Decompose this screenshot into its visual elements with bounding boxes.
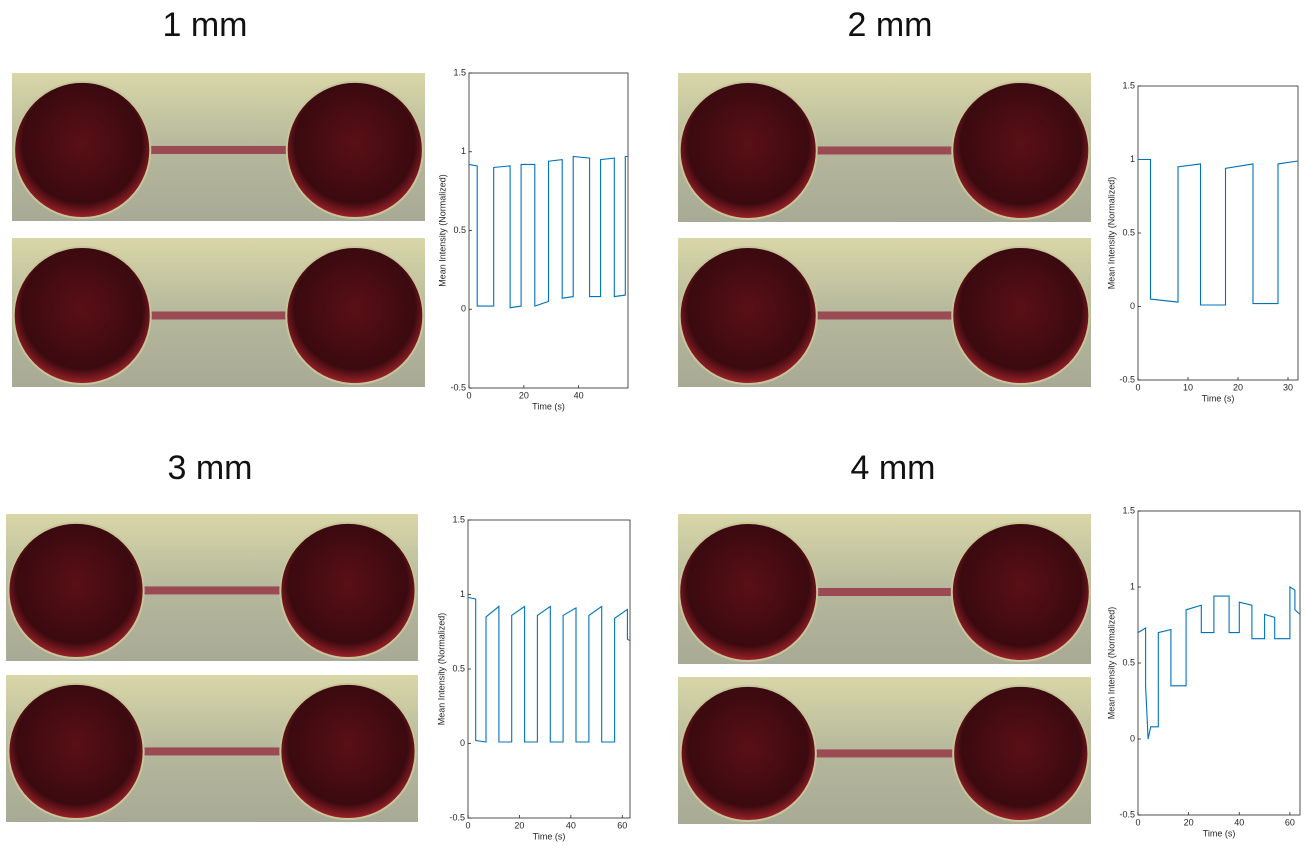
well bbox=[8, 684, 143, 819]
well bbox=[14, 247, 151, 384]
x-tick-label: 20 bbox=[1184, 817, 1194, 827]
channel bbox=[802, 588, 967, 596]
y-tick-label: 0.5 bbox=[453, 225, 466, 235]
x-axis-label: Time (s) bbox=[1202, 393, 1235, 403]
x-tick-label: 0 bbox=[465, 820, 470, 830]
y-tick-label: 0 bbox=[1130, 733, 1135, 743]
y-tick-label: 0 bbox=[461, 304, 466, 314]
y-tick-label: 1 bbox=[1130, 581, 1135, 591]
plot-area bbox=[1138, 511, 1300, 815]
x-tick-label: 10 bbox=[1183, 382, 1193, 392]
y-tick-label: 1.5 bbox=[453, 67, 466, 77]
photo bbox=[678, 238, 1091, 387]
photo bbox=[678, 514, 1091, 664]
well bbox=[952, 523, 1090, 661]
x-tick-label: 20 bbox=[1233, 382, 1243, 392]
photo bbox=[6, 675, 418, 822]
y-tick-label: -0.5 bbox=[1119, 809, 1135, 819]
channel bbox=[136, 311, 301, 319]
y-tick-label: 0.5 bbox=[1122, 227, 1135, 237]
well bbox=[680, 247, 817, 384]
x-tick-label: 0 bbox=[1135, 817, 1140, 827]
well bbox=[287, 82, 423, 218]
y-axis-label: Mean Intensity (Normalized) bbox=[436, 613, 446, 726]
y-tick-label: 1 bbox=[1130, 154, 1135, 164]
panel-title: 4 mm bbox=[851, 449, 936, 487]
photo bbox=[12, 73, 425, 221]
panel-title: 1 mm bbox=[163, 6, 248, 44]
x-tick-label: 20 bbox=[514, 820, 524, 830]
well bbox=[953, 686, 1088, 821]
x-tick-label: 0 bbox=[1135, 382, 1140, 392]
photo bbox=[12, 238, 425, 387]
y-tick-label: 1.5 bbox=[452, 514, 465, 524]
figure: 1 mm-0.500.511.502040Time (s)Mean Intens… bbox=[0, 0, 1306, 848]
y-tick-label: 1 bbox=[461, 146, 466, 156]
y-tick-label: 1 bbox=[460, 589, 465, 599]
panel-title: 2 mm bbox=[848, 6, 933, 44]
y-axis-label: Mean Intensity (Normalized) bbox=[1106, 177, 1116, 290]
x-tick-label: 40 bbox=[1234, 817, 1244, 827]
channel bbox=[802, 311, 967, 319]
channel bbox=[136, 146, 301, 154]
x-tick-label: 60 bbox=[617, 820, 627, 830]
y-tick-label: -0.5 bbox=[1119, 374, 1135, 384]
x-tick-label: 0 bbox=[466, 390, 471, 400]
well bbox=[280, 523, 415, 658]
well bbox=[8, 523, 143, 658]
well bbox=[681, 686, 816, 821]
y-tick-label: 1.5 bbox=[1122, 80, 1135, 90]
channel bbox=[130, 747, 295, 755]
well bbox=[680, 82, 817, 219]
photo bbox=[678, 677, 1091, 824]
plot-area bbox=[1138, 86, 1298, 380]
x-axis-label: Time (s) bbox=[533, 831, 566, 841]
photo bbox=[6, 514, 418, 661]
well bbox=[952, 82, 1089, 219]
x-tick-label: 40 bbox=[574, 390, 584, 400]
y-tick-label: 0.5 bbox=[452, 663, 465, 673]
well bbox=[14, 82, 150, 218]
y-axis-label: Mean Intensity (Normalized) bbox=[437, 174, 447, 287]
plot-area bbox=[468, 520, 630, 818]
x-tick-label: 30 bbox=[1283, 382, 1293, 392]
channel bbox=[130, 586, 295, 594]
well bbox=[286, 247, 423, 384]
y-tick-label: 0 bbox=[1130, 301, 1135, 311]
well bbox=[679, 523, 817, 661]
panel-title: 3 mm bbox=[168, 449, 253, 487]
y-tick-label: 0.5 bbox=[1122, 657, 1135, 667]
x-tick-label: 20 bbox=[519, 390, 529, 400]
well bbox=[280, 684, 415, 819]
x-tick-label: 60 bbox=[1285, 817, 1295, 827]
well bbox=[952, 247, 1089, 384]
y-tick-label: -0.5 bbox=[449, 812, 465, 822]
x-tick-label: 40 bbox=[566, 820, 576, 830]
y-axis-label: Mean Intensity (Normalized) bbox=[1106, 607, 1116, 720]
x-axis-label: Time (s) bbox=[532, 401, 565, 411]
channel bbox=[802, 146, 967, 154]
photo bbox=[678, 73, 1091, 222]
y-tick-label: -0.5 bbox=[450, 382, 466, 392]
x-axis-label: Time (s) bbox=[1203, 828, 1236, 838]
y-tick-label: 1.5 bbox=[1122, 505, 1135, 515]
channel bbox=[802, 749, 967, 757]
y-tick-label: 0 bbox=[460, 738, 465, 748]
